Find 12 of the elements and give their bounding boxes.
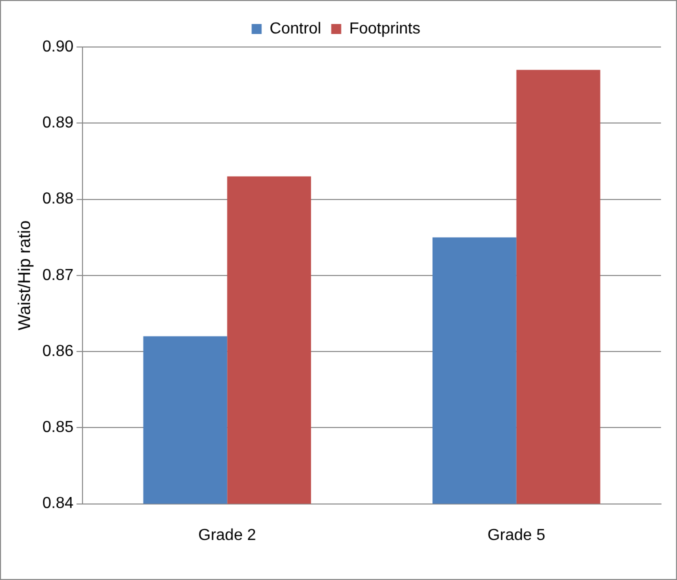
y-tick-label: 0.85 (42, 419, 74, 436)
y-tick-label: 0.89 (42, 114, 74, 132)
x-tick-label: Grade 2 (198, 526, 256, 544)
y-tick-label: 0.88 (42, 190, 74, 208)
y-tick-label: 0.86 (42, 342, 74, 360)
y-tick-label: 0.90 (42, 38, 74, 56)
y-tick-label: 0.84 (42, 495, 74, 512)
y-tick-label: 0.87 (42, 266, 74, 284)
legend-label: Control (270, 20, 322, 38)
legend-label: Footprints (349, 20, 420, 38)
x-tick-label: Grade 5 (487, 526, 546, 544)
y-axis-title: Waist/Hip ratio (14, 220, 34, 330)
